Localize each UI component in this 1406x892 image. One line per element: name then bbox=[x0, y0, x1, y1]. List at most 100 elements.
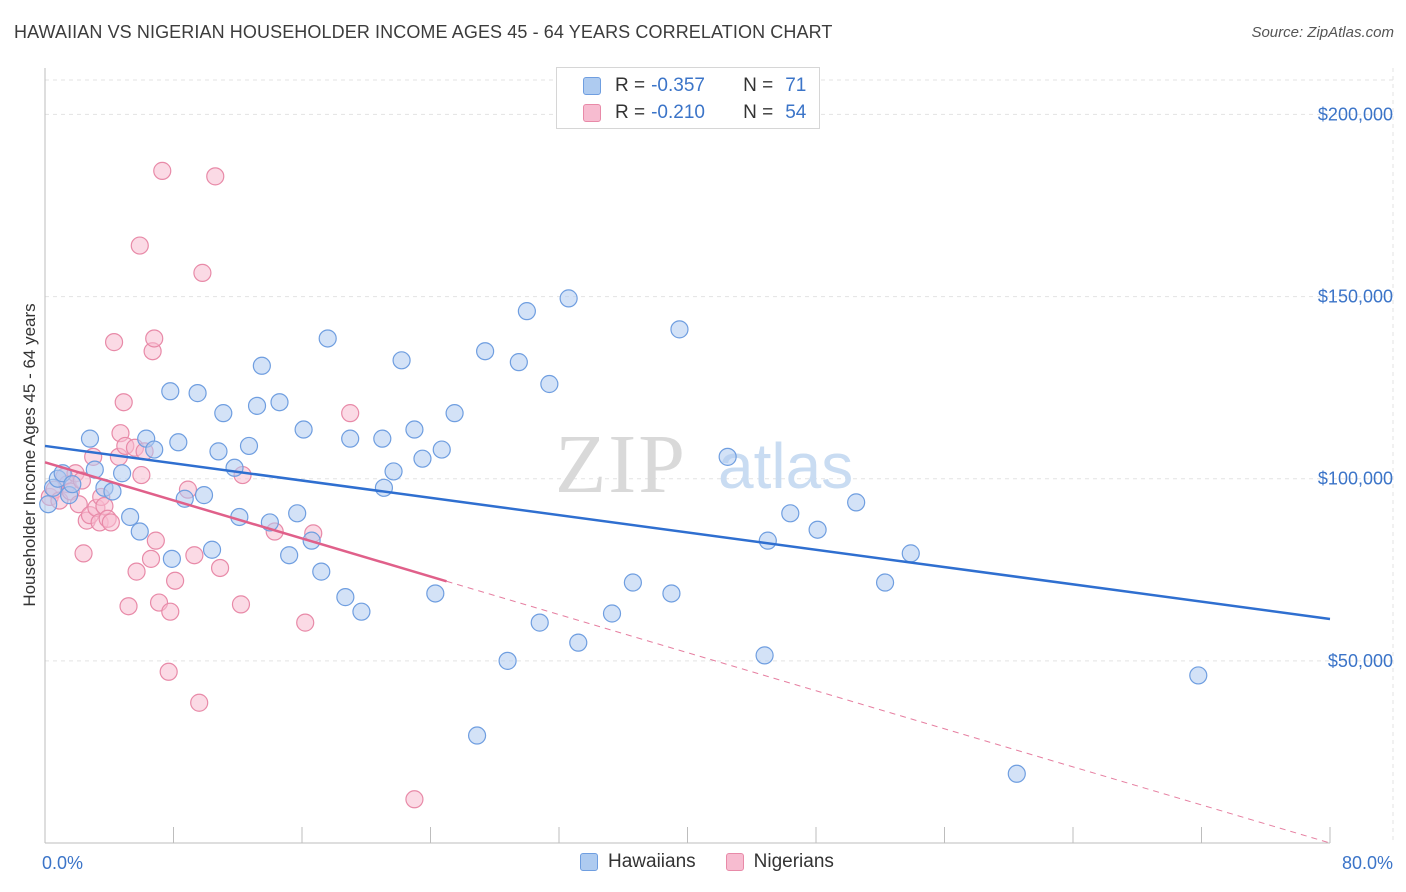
n-label: N = bbox=[743, 75, 774, 96]
hawaiian-point bbox=[225, 458, 244, 477]
nigerian-point bbox=[130, 236, 149, 255]
hawaiians-trend-line bbox=[44, 444, 1331, 621]
hawaiian-point bbox=[121, 507, 140, 527]
hawaiian-point bbox=[755, 646, 774, 665]
nigerian-point bbox=[114, 393, 133, 412]
hawaiian-point bbox=[847, 493, 866, 512]
hawaiian-point bbox=[1007, 764, 1026, 783]
nigerian-point bbox=[210, 558, 230, 578]
n-value: 54 bbox=[785, 102, 807, 123]
hawaiian-point bbox=[392, 351, 411, 370]
nigerian-point bbox=[146, 531, 165, 550]
hawaiian-point bbox=[476, 342, 495, 361]
nigerian-point bbox=[296, 613, 315, 632]
axes bbox=[44, 68, 1331, 844]
hawaiian-point bbox=[312, 562, 331, 581]
nigerian-point bbox=[193, 263, 212, 282]
hawaiian-point bbox=[188, 384, 207, 403]
y-axis-label: Householder Income Ages 45 - 64 years bbox=[20, 303, 39, 606]
nigerian-point bbox=[231, 595, 251, 614]
y-tick-label: $100,000 bbox=[1318, 469, 1393, 489]
hawaiian-point bbox=[341, 429, 360, 448]
y-tick-label: $200,000 bbox=[1318, 104, 1393, 124]
hawaiian-point bbox=[517, 302, 536, 321]
hawaiian-point bbox=[214, 404, 233, 423]
hawaiian-point bbox=[901, 544, 920, 563]
hawaiian-point bbox=[432, 440, 451, 459]
hawaiian-point bbox=[413, 449, 432, 468]
nigerians-trend-line bbox=[44, 461, 447, 583]
nigerian-point bbox=[145, 329, 164, 348]
nigerian-point bbox=[74, 544, 93, 563]
y-tick-label: $150,000 bbox=[1318, 287, 1393, 307]
hawaiian-point bbox=[194, 486, 214, 505]
y-tick-label: $50,000 bbox=[1328, 651, 1393, 671]
hawaiian-point bbox=[209, 442, 228, 461]
r-label: R = bbox=[615, 102, 646, 123]
hawaiian-point bbox=[247, 396, 267, 415]
nigerians-swatch bbox=[583, 104, 601, 122]
r-label: R = bbox=[615, 75, 646, 96]
hawaiian-point bbox=[498, 651, 517, 670]
hawaiian-point bbox=[373, 429, 392, 448]
hawaiian-point bbox=[39, 495, 58, 514]
nigerian-point bbox=[166, 571, 185, 590]
x-tick-label: 0.0% bbox=[42, 853, 83, 873]
hawaiian-point bbox=[426, 584, 445, 603]
hawaiian-point bbox=[559, 289, 578, 308]
hawaiian-point bbox=[352, 602, 371, 621]
hawaiian-point bbox=[270, 393, 289, 412]
nigerian-point bbox=[104, 333, 124, 352]
hawaiians-swatch bbox=[583, 77, 601, 95]
n-value: 71 bbox=[785, 75, 807, 96]
nigerian-point bbox=[185, 546, 204, 565]
hawaiian-point bbox=[280, 546, 299, 565]
hawaiian-point bbox=[758, 531, 777, 550]
legend-item-nigerians[interactable]: Nigerians bbox=[725, 851, 834, 873]
nigerian-point bbox=[127, 562, 146, 581]
legend-item-hawaiians[interactable]: Hawaiians bbox=[580, 851, 696, 873]
chart-title: HAWAIIAN VS NIGERIAN HOUSEHOLDER INCOME … bbox=[14, 22, 833, 42]
hawaiian-point bbox=[103, 482, 122, 501]
hawaiian-point bbox=[336, 588, 355, 607]
y-tick-labels: $50,000 $100,000 $150,000 $200,000 bbox=[1318, 104, 1393, 670]
hawaiian-point bbox=[781, 504, 800, 523]
hawaiian-point bbox=[239, 436, 259, 456]
watermark-zip: ZIP bbox=[555, 418, 687, 511]
hawaiian-point bbox=[670, 320, 689, 339]
source-label: Source: ZipAtlas.com bbox=[1251, 24, 1394, 41]
nigerian-point bbox=[341, 404, 360, 423]
hawaiian-point bbox=[384, 462, 403, 481]
nigerians-swatch bbox=[725, 853, 744, 871]
nigerian-point bbox=[119, 597, 138, 616]
hawaiian-point bbox=[169, 433, 188, 452]
watermark-atlas: atlas bbox=[718, 430, 853, 502]
nigerian-point bbox=[132, 465, 151, 485]
nigerian-point bbox=[153, 161, 172, 180]
nigerians-label: Nigerians bbox=[753, 851, 834, 872]
legend-row-nigerians: R = -0.210 N = 54 bbox=[583, 100, 806, 126]
hawaiian-point bbox=[623, 573, 642, 592]
hawaiian-point bbox=[112, 464, 132, 483]
hawaiian-point bbox=[318, 329, 337, 348]
hawaiian-point bbox=[602, 604, 622, 623]
hawaiian-point bbox=[145, 440, 164, 459]
hawaiian-point bbox=[445, 404, 464, 423]
hawaiian-point bbox=[509, 353, 528, 372]
nigerian-point bbox=[141, 549, 161, 568]
hawaiian-point bbox=[288, 504, 307, 523]
hawaiian-point bbox=[808, 520, 827, 539]
nigerian-point bbox=[405, 790, 424, 809]
hawaiian-point bbox=[569, 633, 588, 652]
stats-legend: R = -0.357 N = 71 R = -0.210 N = 54 bbox=[556, 67, 820, 129]
hawaiian-point bbox=[130, 522, 149, 541]
hawaiian-point bbox=[662, 584, 681, 603]
hawaiian-point bbox=[405, 420, 424, 439]
hawaiian-point bbox=[161, 382, 180, 401]
r-value: -0.357 bbox=[651, 75, 705, 96]
hawaiians-label: Hawaiians bbox=[608, 851, 696, 872]
nigerian-point bbox=[101, 513, 120, 532]
hawaiian-point bbox=[875, 573, 895, 592]
hawaiian-point bbox=[374, 478, 394, 497]
hawaiian-point bbox=[294, 420, 313, 439]
